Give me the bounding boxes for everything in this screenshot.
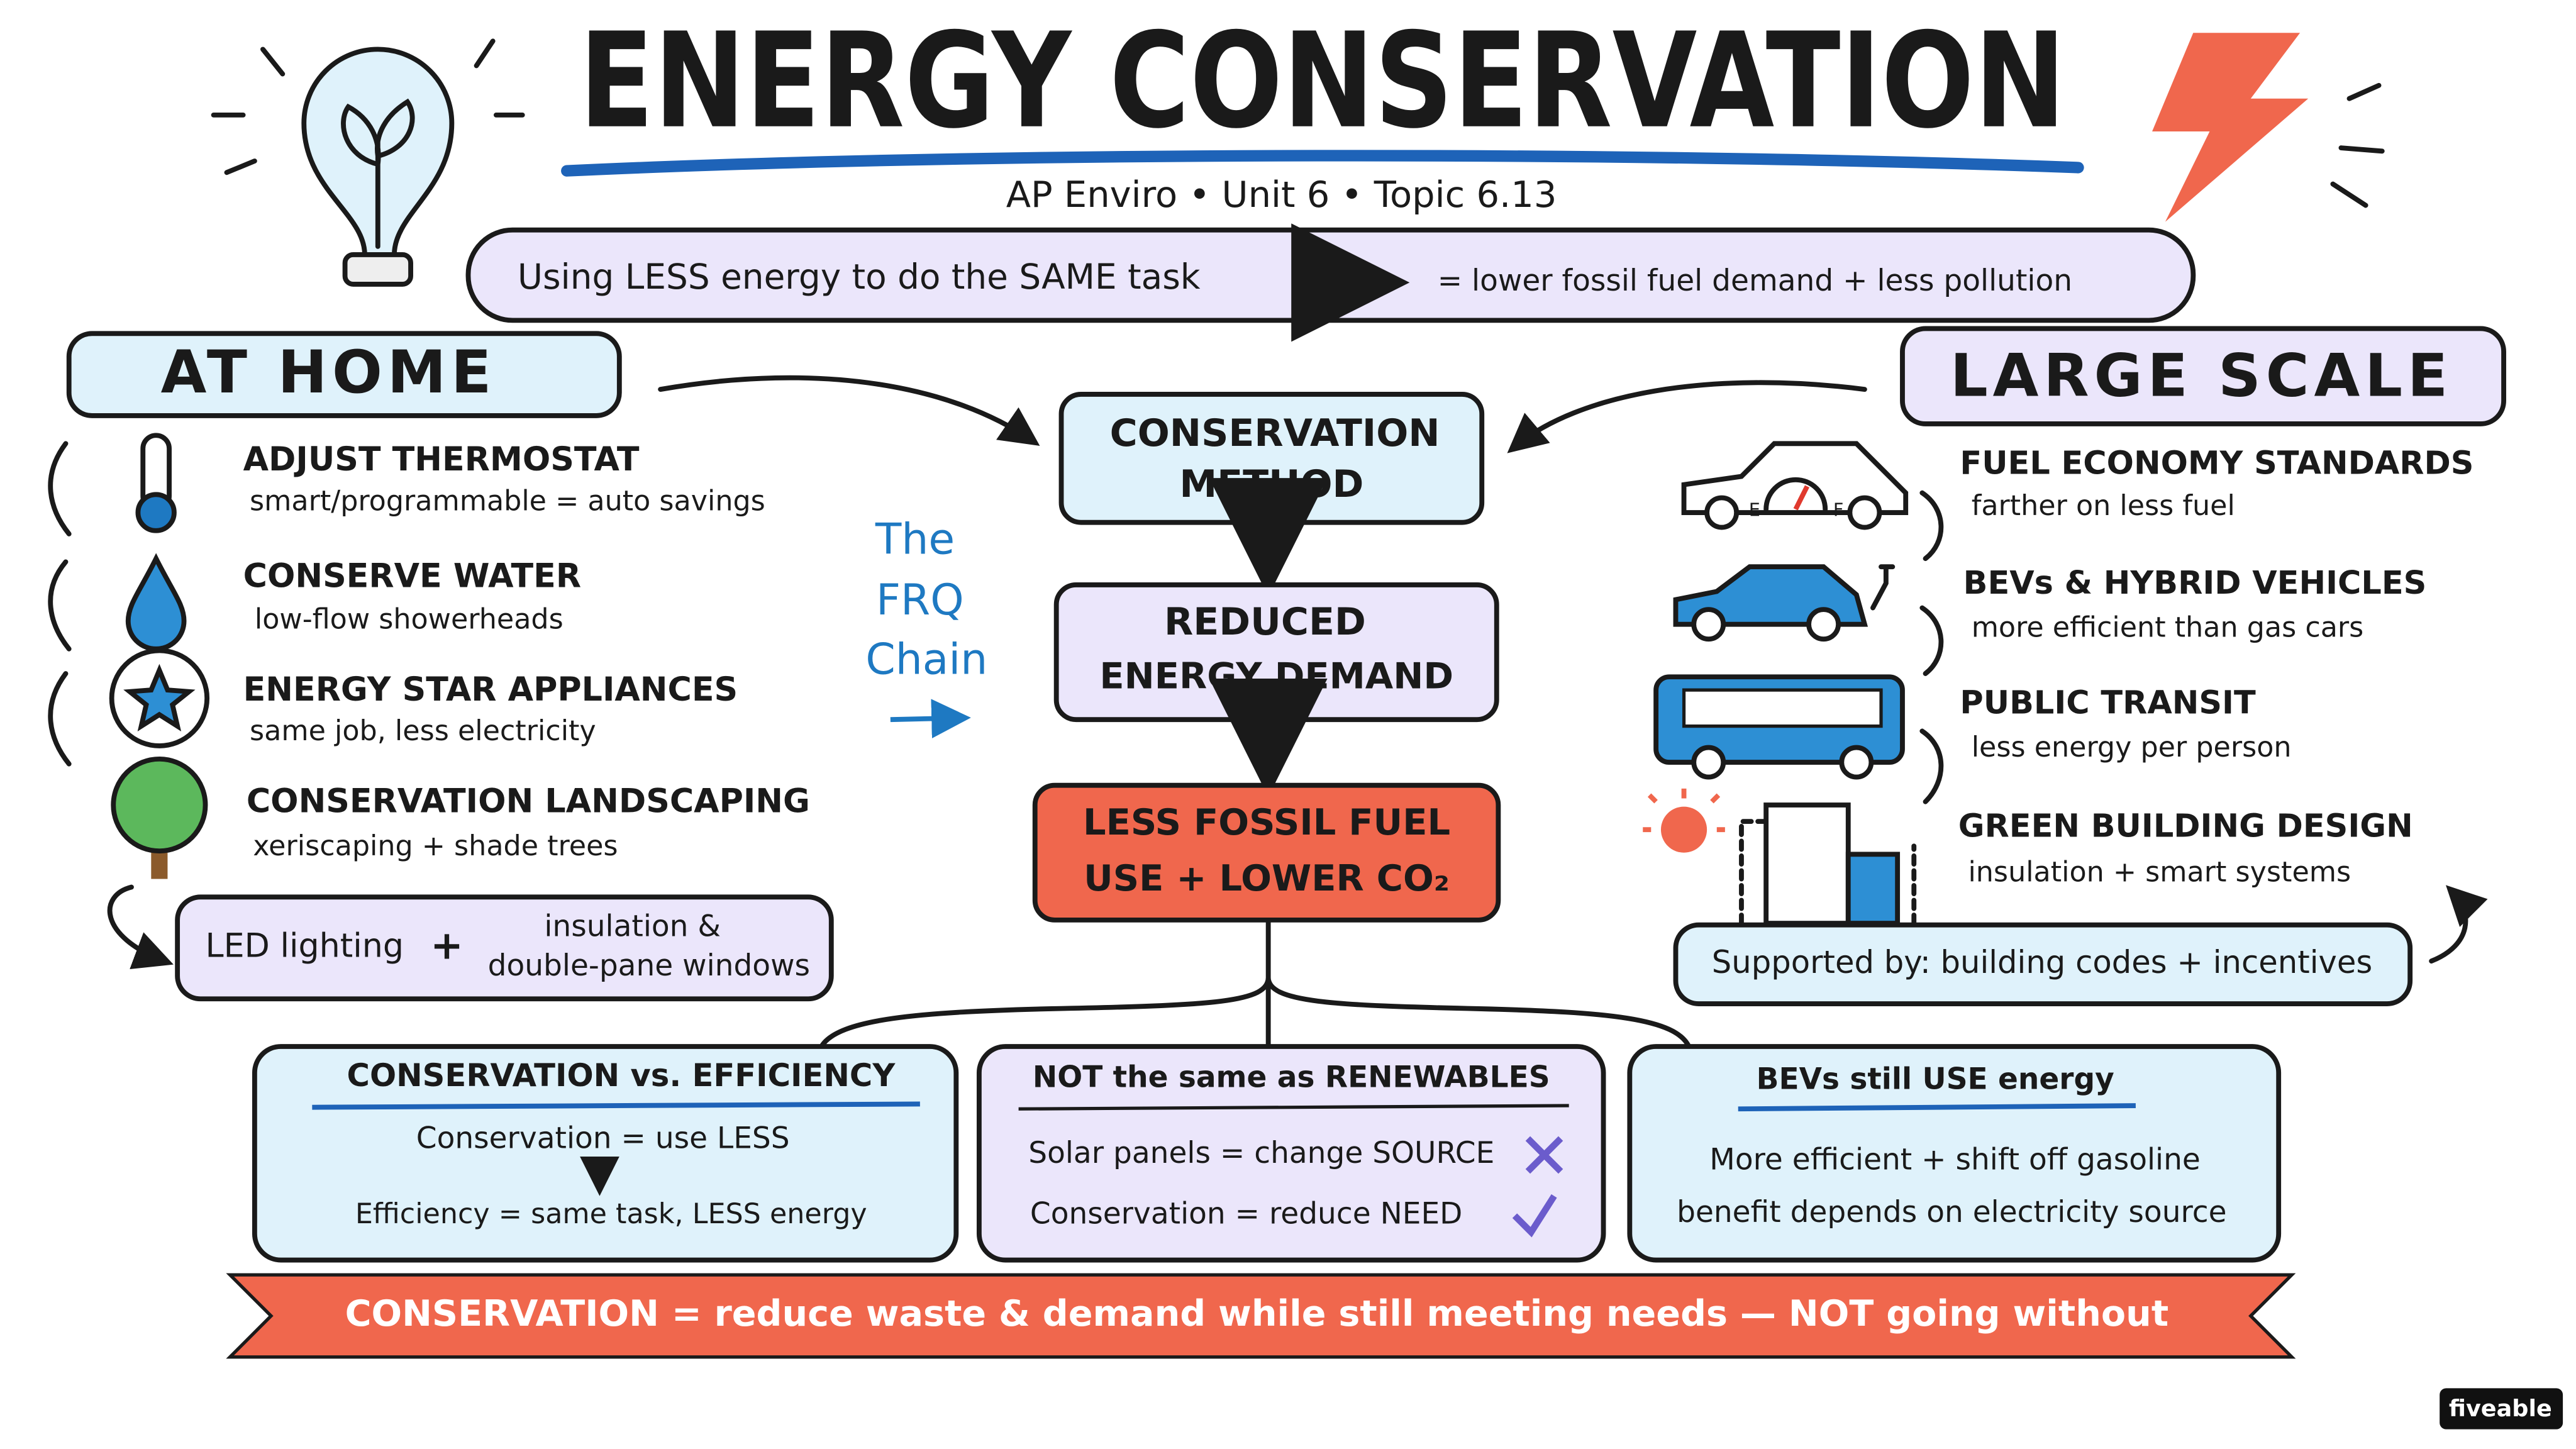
info-box <box>252 1044 959 1263</box>
large-scale-header <box>1900 326 2506 426</box>
home-item-title: ADJUST THERMOSTAT <box>243 441 640 479</box>
banner-text: CONSERVATION = reduce waste & demand whi… <box>345 1292 2169 1335</box>
home-icons <box>48 433 210 961</box>
lightning-icon <box>2152 33 2385 222</box>
extras-left: LED lighting <box>206 927 404 965</box>
frq-label: Chain <box>865 635 987 684</box>
title: ENERGY CONSERVATION <box>579 5 2066 158</box>
home-item-title: CONSERVE WATER <box>243 558 581 596</box>
banner-ribbon <box>226 1273 2296 1359</box>
scale-to-chain-arrow <box>1507 380 1867 453</box>
home-item-detail: smart/programmable = auto savings <box>250 485 765 517</box>
branch-lines <box>819 917 1692 1049</box>
gauge-label: E <box>1749 499 1760 520</box>
home-to-chain-arrow <box>658 375 1040 446</box>
extras-right: double-pane windows <box>488 948 810 983</box>
scale-item-title: PUBLIC TRANSIT <box>1960 685 2256 722</box>
chain-text: ENERGY DEMAND <box>1099 655 1453 697</box>
scale-item-title: GREEN BUILDING DESIGN <box>1958 808 2413 845</box>
scale-item-detail: more efficient than gas cars <box>1972 611 2364 643</box>
info-box <box>1627 1044 2282 1263</box>
home-item-title: CONSERVATION LANDSCAPING <box>247 782 810 820</box>
scale-item-detail: insulation + smart systems <box>1968 857 2351 889</box>
frq-arrow <box>890 699 971 738</box>
info-box-line: Conservation = reduce NEED <box>1030 1197 1462 1231</box>
scale-footer: Supported by: building codes + incentive… <box>1712 944 2372 980</box>
scale-footer-box <box>1673 922 2413 1006</box>
chain-text: METHOD <box>1179 462 1363 506</box>
subtitle: AP Enviro • Unit 6 • Topic 6.13 <box>1006 174 1557 216</box>
home-item-title: ENERGY STAR APPLIANCES <box>243 671 738 709</box>
title-underline <box>312 1101 920 1110</box>
info-box-line: benefit depends on electricity source <box>1677 1195 2226 1230</box>
home-item-detail: xeriscaping + shade trees <box>253 830 618 862</box>
lightbulb-icon <box>211 38 525 287</box>
info-box-line: Solar panels = change SOURCE <box>1028 1136 1494 1170</box>
frq-label: The <box>875 515 955 565</box>
home-extras-box <box>175 894 834 1002</box>
home-item-detail: same job, less electricity <box>250 715 596 747</box>
extras-plus: + <box>430 922 464 968</box>
title-underline <box>561 150 2084 177</box>
check-icon <box>1512 1194 1557 1238</box>
chain-text: CONSERVATION <box>1110 411 1440 455</box>
definition-right: = lower fossil fuel demand + less pollut… <box>1438 264 2072 298</box>
title-underline <box>1738 1103 2136 1112</box>
info-box-line: Conservation = use LESS <box>416 1121 790 1155</box>
watermark: fiveable <box>2449 1395 2552 1422</box>
info-box-title: BEVs still USE energy <box>1757 1062 2114 1096</box>
info-box <box>976 1044 1606 1263</box>
gauge-label: F <box>1833 499 1844 520</box>
definition-left: Using LESS energy to do the SAME task <box>518 257 1201 297</box>
info-box-title: NOT the same as RENEWABLES <box>1033 1060 1550 1095</box>
watermark-badge <box>2440 1388 2563 1430</box>
scale-icons <box>1643 441 2465 964</box>
scale-item-detail: less energy per person <box>1972 731 2292 763</box>
chain-text: LESS FOSSIL FUEL <box>1083 801 1450 843</box>
info-box-line: More efficient + shift off gasoline <box>1709 1142 2201 1177</box>
chain-text: USE + LOWER CO₂ <box>1084 857 1450 899</box>
at-home-title: AT HOME <box>161 338 497 407</box>
scale-item-title: BEVs & HYBRID VEHICLES <box>1963 565 2427 602</box>
scale-item-detail: farther on less fuel <box>1972 490 2235 522</box>
info-box-line: Efficiency = same task, LESS energy <box>355 1198 867 1230</box>
chain-text: REDUCED <box>1164 600 1366 644</box>
info-box-title: CONSERVATION vs. EFFICIENCY <box>347 1057 896 1094</box>
home-item-detail: low-flow showerheads <box>255 603 564 635</box>
at-home-header <box>66 331 622 418</box>
title-underline <box>1018 1104 1569 1111</box>
cross-icon <box>1525 1136 1563 1174</box>
extras-right: insulation & <box>544 909 721 943</box>
large-scale-title: LARGE SCALE <box>1950 341 2453 410</box>
scale-item-title: FUEL ECONOMY STANDARDS <box>1960 445 2473 482</box>
frq-label: FRQ <box>876 575 964 625</box>
